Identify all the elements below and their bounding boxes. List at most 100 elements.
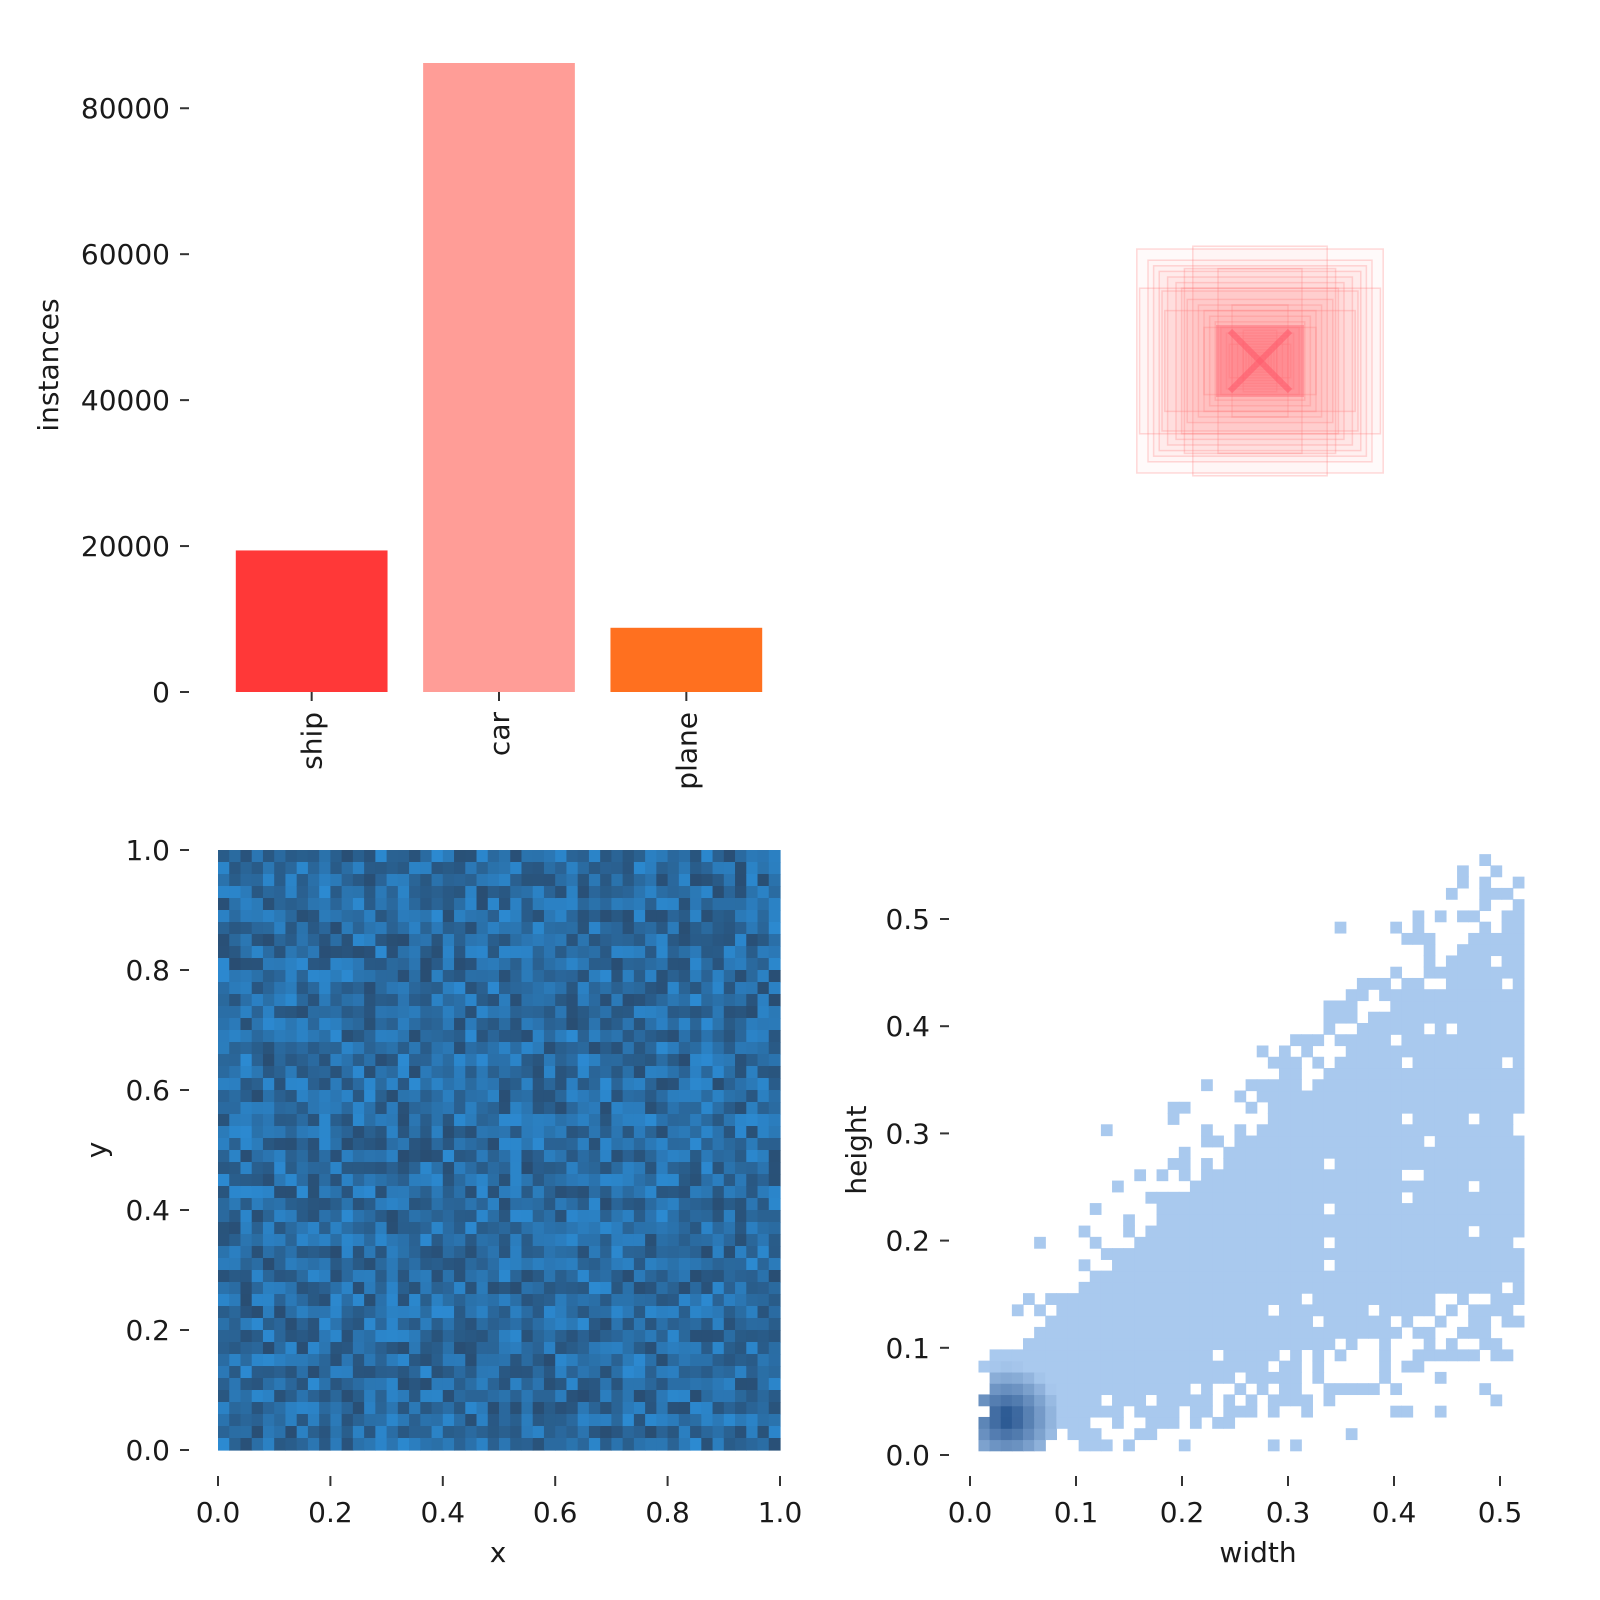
xy-cell: [712, 1270, 725, 1283]
xy-cell: [543, 1306, 556, 1319]
xy-cell: [690, 1390, 702, 1403]
xy-cell: [622, 1030, 635, 1043]
wh-cell: [1468, 1259, 1480, 1272]
xy-cell: [465, 1030, 478, 1043]
xy-cell: [633, 1018, 646, 1031]
wh-cell: [1423, 944, 1436, 957]
xy-cell: [386, 1150, 399, 1163]
xy-cell: [622, 1210, 635, 1223]
xy-cell: [712, 898, 725, 911]
wh-cell: [1189, 1225, 1202, 1238]
wh-cell: [1368, 1169, 1380, 1182]
xy-cell: [218, 1078, 230, 1091]
wh-cell: [1212, 1293, 1224, 1305]
wh-cell: [1323, 1022, 1336, 1035]
xy-cell: [319, 1054, 331, 1067]
xy-cell: [746, 1102, 759, 1115]
xy-cell: [611, 934, 624, 947]
wh-cell: [1334, 1293, 1347, 1305]
wh-cell: [1501, 955, 1514, 968]
wh-cell: [1089, 1439, 1102, 1452]
xy-cell: [757, 1222, 770, 1235]
wh-cell: [1401, 989, 1414, 1002]
xy-cell: [476, 1102, 489, 1115]
xy-cell: [285, 1162, 298, 1175]
xy-cell: [622, 1186, 635, 1199]
xy-cell: [285, 1210, 298, 1223]
xy-cell: [588, 910, 601, 923]
xy-cell: [633, 1246, 646, 1259]
wh-cell: [1267, 1270, 1280, 1283]
xy-cell: [757, 1102, 770, 1115]
xy-cell: [532, 1378, 545, 1391]
xy-cell: [262, 958, 275, 971]
wh-cell: [1290, 1180, 1302, 1193]
xy-cell: [262, 970, 275, 983]
wh-cell: [1490, 1304, 1503, 1317]
xy-cell: [723, 1186, 736, 1199]
wh-cell: [1368, 1248, 1380, 1260]
wh-cell: [1323, 1180, 1336, 1193]
wh-cell: [1067, 1360, 1080, 1373]
xy-cell: [588, 886, 601, 899]
xy-cell: [409, 1102, 421, 1115]
xy-cell: [757, 1054, 770, 1067]
xy-cell: [341, 1294, 354, 1307]
wh-cell: [1156, 1169, 1169, 1182]
xy-cell: [476, 1378, 489, 1391]
xy-cell: [409, 1210, 421, 1223]
xy-cell: [240, 1330, 253, 1343]
xy-cell: [364, 922, 376, 935]
xy-cell: [262, 1174, 275, 1187]
wh-cell: [1145, 1281, 1158, 1294]
wh-cell: [1379, 1304, 1391, 1317]
xy-cell: [341, 1054, 354, 1067]
wh-cell: [1156, 1405, 1169, 1418]
wh-cell: [1245, 1101, 1258, 1114]
wh-cell: [1290, 1090, 1302, 1103]
wh-cell: [1356, 1158, 1369, 1170]
wh-cell: [1290, 1034, 1302, 1047]
wh-cell: [1490, 1101, 1503, 1114]
wh-cell: [1379, 1203, 1391, 1215]
xy-cell: [588, 1054, 601, 1067]
xy-cell: [656, 1438, 669, 1451]
xy-cell: [768, 1078, 781, 1091]
xy-cell: [229, 1246, 242, 1259]
wh-cell: [1334, 1158, 1347, 1170]
xy-cell: [757, 886, 770, 899]
wh-cell: [1023, 1371, 1035, 1384]
xy-cell: [723, 1030, 736, 1043]
xy-cell: [735, 946, 747, 959]
wh-cell: [1323, 1090, 1336, 1103]
xy-cell: [442, 1258, 455, 1271]
xy-cell: [307, 1126, 320, 1139]
xy-cell: [319, 1438, 331, 1451]
xy-cell: [588, 1282, 601, 1295]
xy-cell: [690, 1210, 702, 1223]
wh-cell: [1256, 1281, 1269, 1294]
xy-cell: [251, 1222, 264, 1235]
wh-cell: [1312, 1101, 1325, 1114]
xy-cell: [285, 1270, 298, 1283]
bar-marks: [235, 63, 763, 692]
xy-cell: [454, 1078, 466, 1091]
xy-cell: [251, 1066, 264, 1079]
xy-cell: [386, 1138, 399, 1151]
xy-cell: [229, 1414, 242, 1427]
xy-cell: [678, 1198, 691, 1211]
xy-cell: [690, 934, 702, 947]
xy-cell: [678, 1078, 691, 1091]
xy-cell: [352, 1006, 365, 1019]
xy-cell: [499, 970, 511, 983]
wh-cell: [1245, 1270, 1258, 1283]
xy-cell: [487, 982, 500, 995]
wh-cell: [1334, 1214, 1347, 1227]
xy-cell: [397, 1174, 410, 1187]
xy-cell: [229, 1198, 242, 1211]
xy-cell: [375, 922, 388, 935]
wh-cell: [1512, 1101, 1525, 1114]
wh-cell: [1078, 1304, 1091, 1317]
xy-cell: [746, 1078, 759, 1091]
wh-cell: [1490, 1191, 1503, 1204]
